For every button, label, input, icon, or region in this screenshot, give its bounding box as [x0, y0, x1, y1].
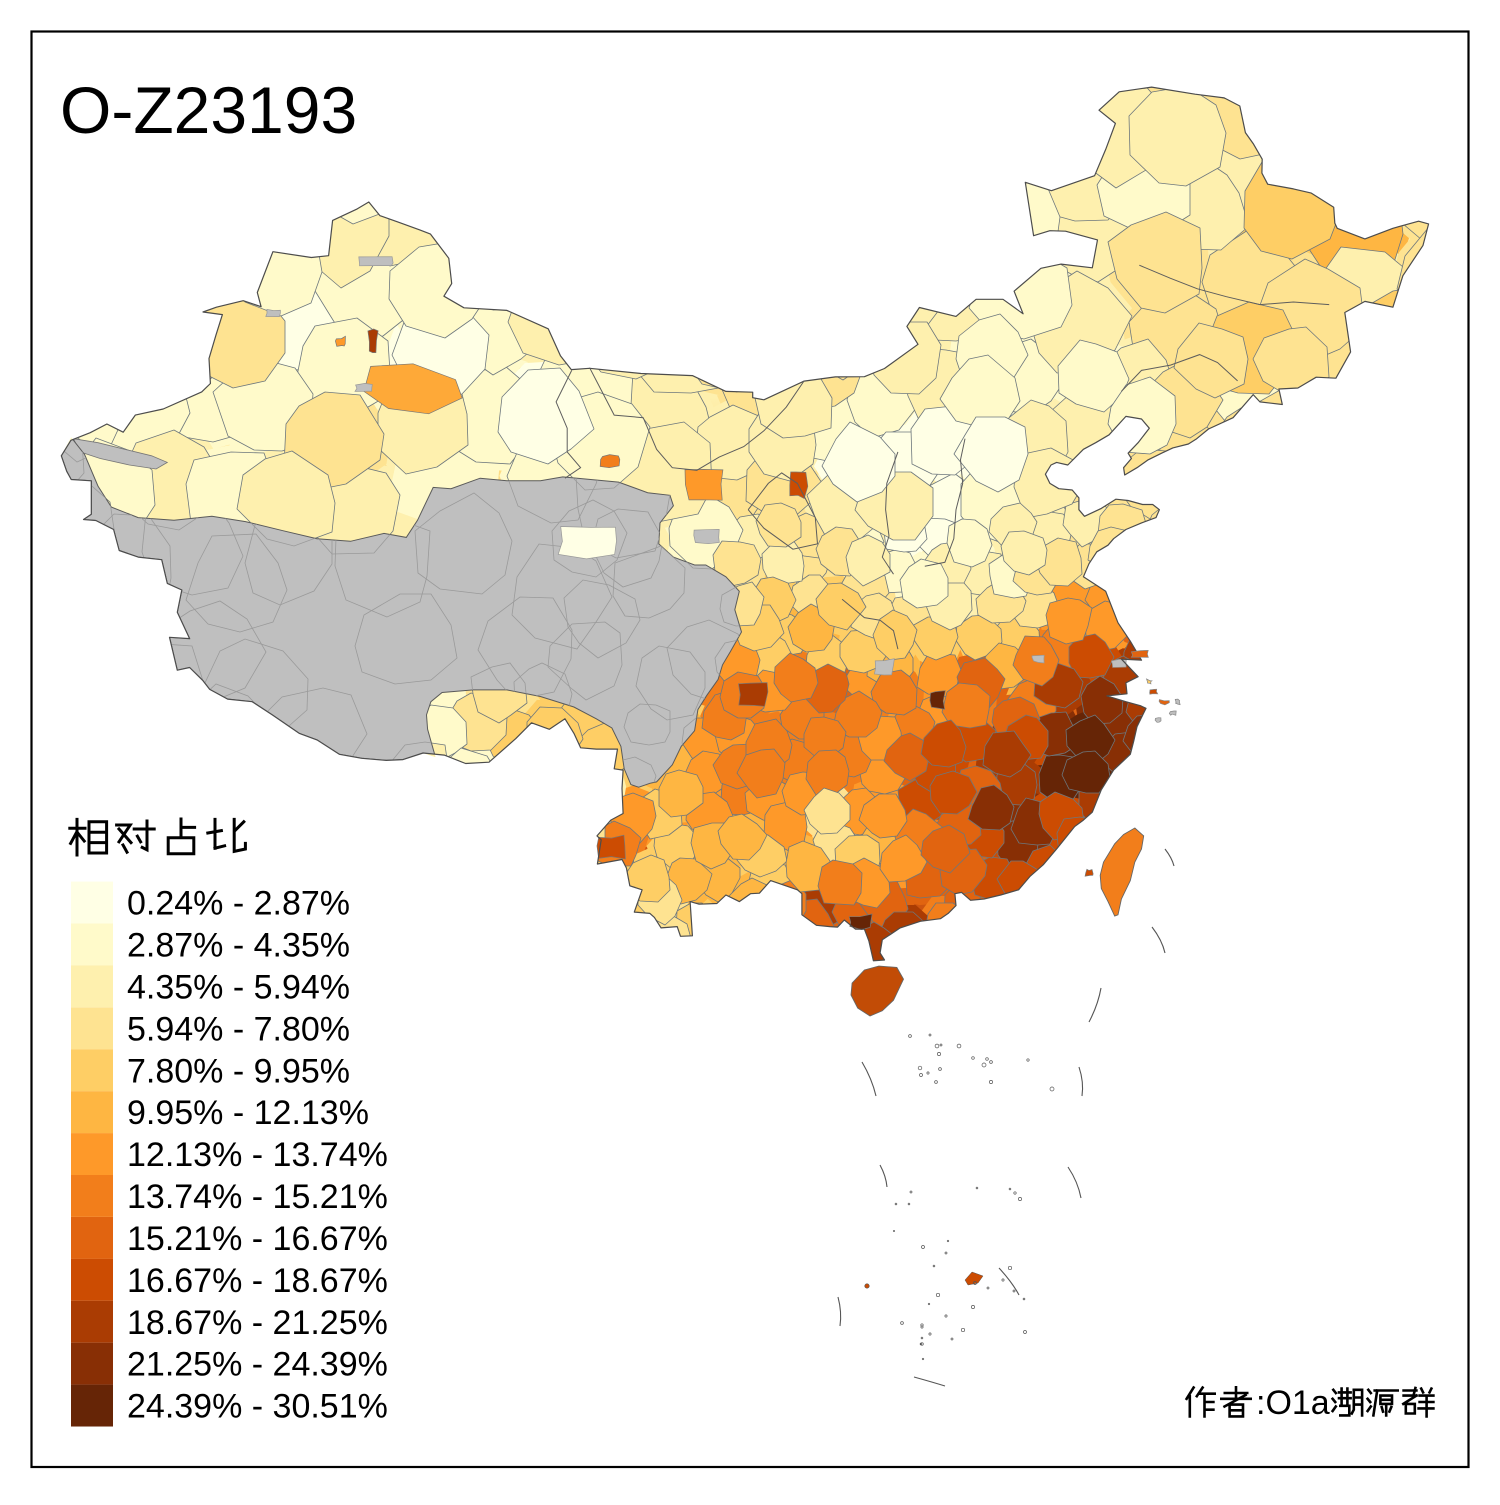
- svg-text:16.67% - 18.67%: 16.67% - 18.67%: [127, 1262, 388, 1300]
- svg-text:24.39% - 30.51%: 24.39% - 30.51%: [127, 1388, 388, 1426]
- svg-text::O1a: :O1a: [1256, 1384, 1330, 1422]
- svg-text:15.21% - 16.67%: 15.21% - 16.67%: [127, 1220, 388, 1258]
- svg-text:13.74% - 15.21%: 13.74% - 15.21%: [127, 1178, 388, 1216]
- svg-text:18.67% - 21.25%: 18.67% - 21.25%: [127, 1304, 388, 1342]
- svg-text:7.80% - 9.95%: 7.80% - 9.95%: [127, 1052, 350, 1090]
- svg-text:2.87% - 4.35%: 2.87% - 4.35%: [127, 927, 350, 965]
- svg-text:9.95% - 12.13%: 9.95% - 12.13%: [127, 1094, 369, 1132]
- svg-text:12.13% - 13.74%: 12.13% - 13.74%: [127, 1136, 388, 1174]
- svg-text:0.24% - 2.87%: 0.24% - 2.87%: [127, 885, 350, 923]
- svg-text:4.35% - 5.94%: 4.35% - 5.94%: [127, 968, 350, 1006]
- svg-text:O-Z23193: O-Z23193: [60, 73, 357, 147]
- svg-text:5.94% - 7.80%: 5.94% - 7.80%: [127, 1010, 350, 1048]
- svg-text:21.25% - 24.39%: 21.25% - 24.39%: [127, 1346, 388, 1384]
